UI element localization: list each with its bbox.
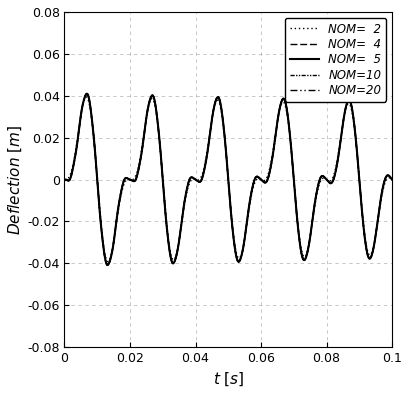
NOM=  4: [105, 263, 110, 268]
NOM=  5: [202, 166, 207, 171]
NOM=  5: [348, 100, 353, 105]
Legend: NOM=  2, NOM=  4, NOM=  5, NOM=10, NOM=20: NOM= 2, NOM= 4, NOM= 5, NOM=10, NOM=20: [285, 18, 386, 102]
NOM=10: [390, 177, 395, 182]
NOM=20: [202, 166, 207, 171]
NOM=10: [84, 91, 89, 96]
NOM=20: [62, 177, 67, 182]
NOM=  4: [202, 167, 207, 171]
NOM=20: [119, 188, 124, 192]
NOM=  4: [188, 175, 193, 180]
Line: NOM=10: NOM=10: [65, 94, 392, 265]
Line: NOM=  4: NOM= 4: [65, 93, 392, 265]
NOM=20: [390, 177, 395, 182]
NOM=20: [84, 91, 89, 96]
NOM=20: [105, 263, 110, 267]
NOM=  5: [105, 263, 110, 267]
NOM=  4: [62, 177, 67, 182]
Line: NOM=20: NOM=20: [65, 94, 392, 265]
NOM=  2: [106, 259, 110, 264]
NOM=10: [62, 177, 67, 182]
NOM=  4: [390, 177, 395, 182]
NOM=10: [119, 188, 124, 192]
NOM=  5: [62, 177, 67, 182]
NOM=20: [348, 100, 353, 105]
NOM=  2: [202, 163, 207, 168]
NOM=10: [348, 100, 353, 105]
NOM=10: [383, 175, 388, 179]
NOM=  5: [188, 176, 193, 181]
NOM=  2: [383, 178, 388, 183]
NOM=  5: [390, 177, 395, 182]
NOM=  5: [99, 232, 104, 237]
NOM=10: [188, 176, 193, 181]
NOM=  4: [383, 175, 388, 179]
NOM=10: [202, 166, 207, 171]
NOM=  4: [84, 91, 89, 96]
NOM=  4: [119, 187, 124, 192]
Line: NOM=  5: NOM= 5: [65, 94, 392, 265]
NOM=20: [99, 232, 104, 237]
NOM=  4: [99, 233, 104, 237]
NOM=20: [383, 175, 388, 179]
NOM=  2: [348, 104, 353, 109]
NOM=  2: [188, 179, 193, 184]
NOM=  5: [119, 188, 124, 192]
X-axis label: $\mathit{t\ [s]}$: $\mathit{t\ [s]}$: [213, 371, 244, 388]
NOM=  2: [119, 190, 124, 195]
Line: NOM=  2: NOM= 2: [65, 97, 392, 261]
NOM=  5: [383, 175, 388, 180]
Y-axis label: $\mathit{Deflection\ [m]}$: $\mathit{Deflection\ [m]}$: [7, 124, 25, 235]
NOM=  2: [99, 230, 104, 235]
NOM=  5: [84, 91, 89, 96]
NOM=10: [105, 263, 110, 267]
NOM=  2: [84, 95, 89, 100]
NOM=10: [99, 232, 104, 237]
NOM=  4: [348, 100, 353, 105]
NOM=  2: [390, 177, 395, 182]
NOM=20: [188, 176, 193, 181]
NOM=  2: [62, 177, 67, 182]
